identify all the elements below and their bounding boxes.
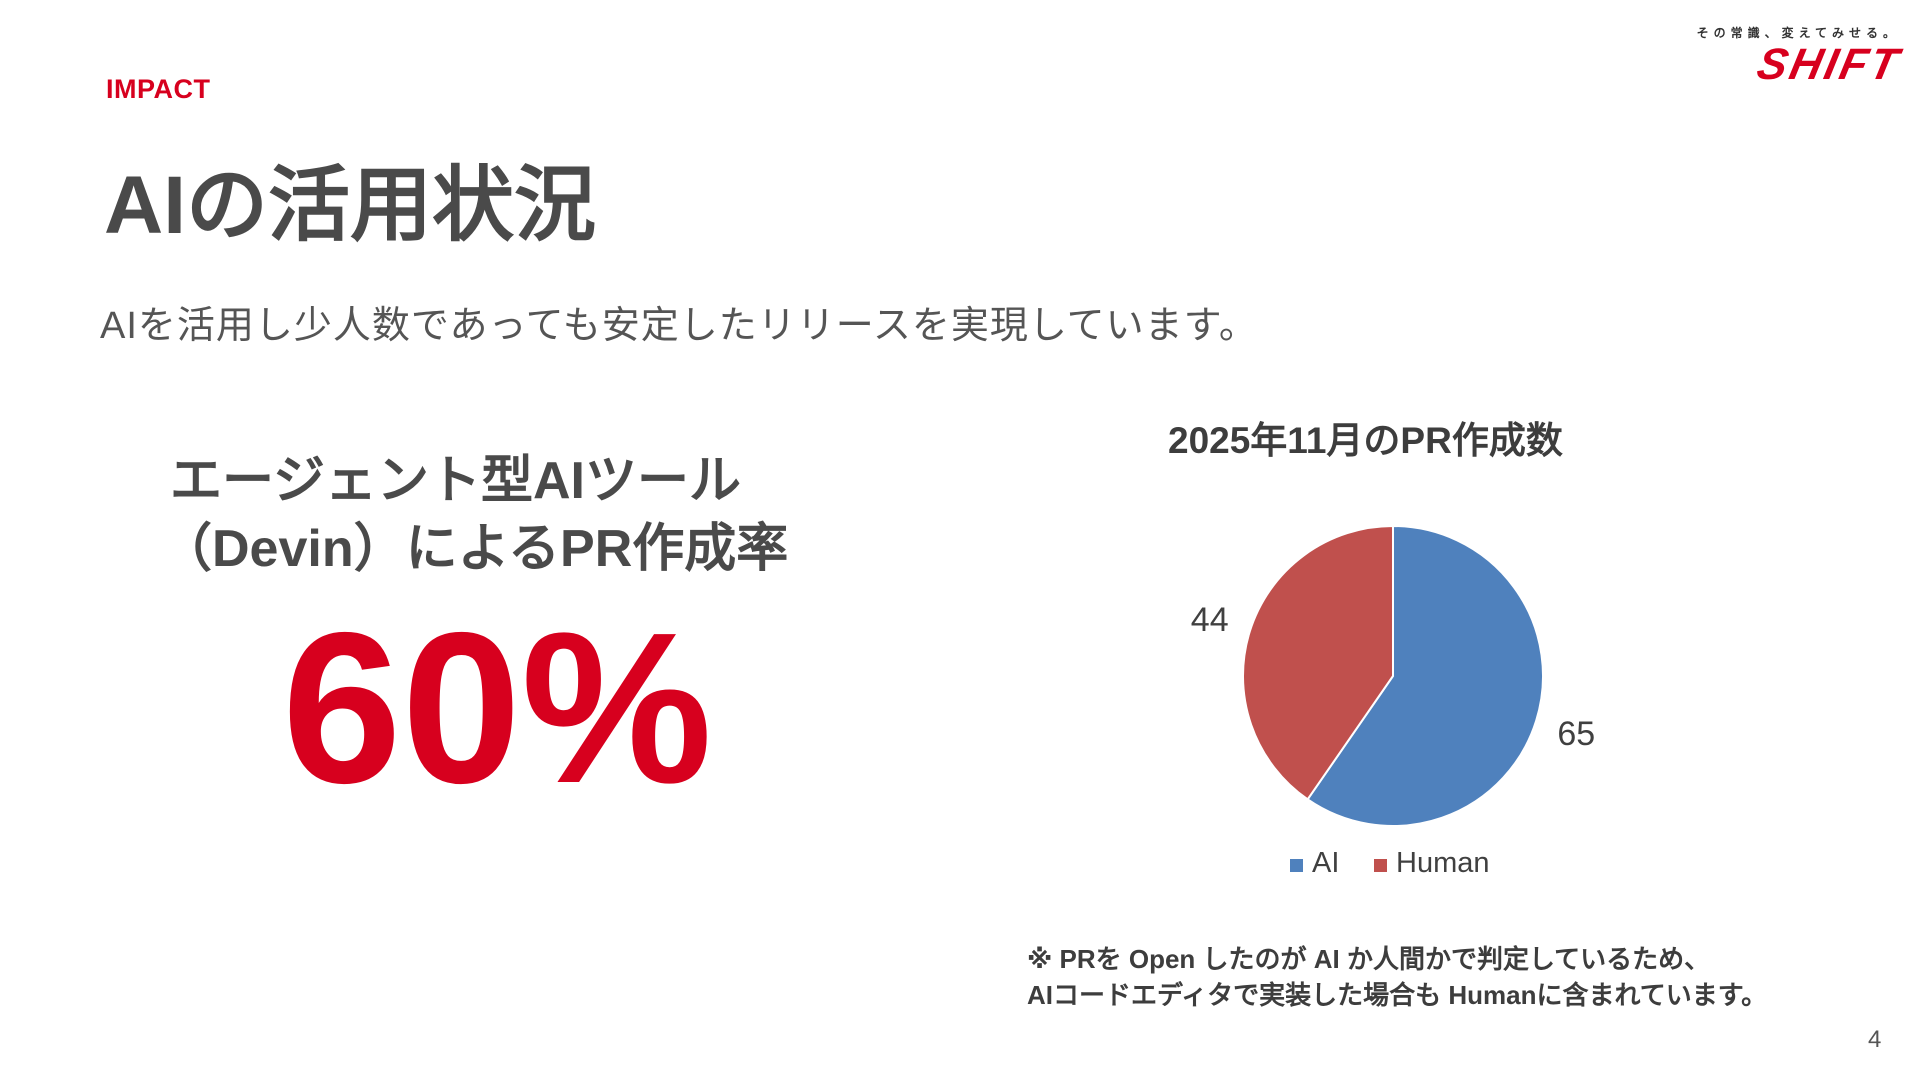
legend-swatch-human — [1374, 859, 1387, 872]
pie-slice-human — [1242, 524, 1394, 801]
legend-swatch-ai — [1290, 859, 1303, 872]
pie-chart: 65 44 AI Human — [1191, 524, 1595, 879]
legend-label-human: Human — [1396, 847, 1490, 879]
page-number: 4 — [1868, 1026, 1882, 1053]
section-label: IMPACT — [106, 74, 211, 104]
kpi-label-line2: （Devin）によるPR作成率 — [160, 520, 789, 578]
footnote-line1: ※ PRを Open したのが AI か人間かで判定しているため、 — [1027, 944, 1711, 974]
kpi-value: 60% — [282, 587, 713, 828]
logo-tagline: その常識、変えてみせる。 — [1696, 26, 1900, 40]
data-label-ai: 65 — [1557, 715, 1595, 753]
footnote-line2: AIコードエディタで実装した場合も Humanに含まれています。 — [1027, 980, 1768, 1010]
kpi-label-line1: エージェント型AIツール — [170, 452, 741, 510]
legend-label-ai: AI — [1312, 847, 1339, 879]
page-title: AIの活用状況 — [104, 160, 597, 251]
data-label-human: 44 — [1191, 601, 1229, 639]
page-subtitle: AIを活用し少人数であっても安定したリリースを実現しています。 — [100, 305, 1258, 347]
company-logo: その常識、変えてみせる。 SHIFT — [1690, 24, 1906, 89]
chart-title: 2025年11月のPR作成数 — [1168, 420, 1563, 461]
footnote: ※ PRを Open したのが AI か人間かで判定しているため、 AIコードエ… — [1027, 941, 1767, 1013]
pie-slice-ai — [1306, 524, 1544, 827]
logo-wordmark: SHIFT — [1752, 40, 1906, 89]
